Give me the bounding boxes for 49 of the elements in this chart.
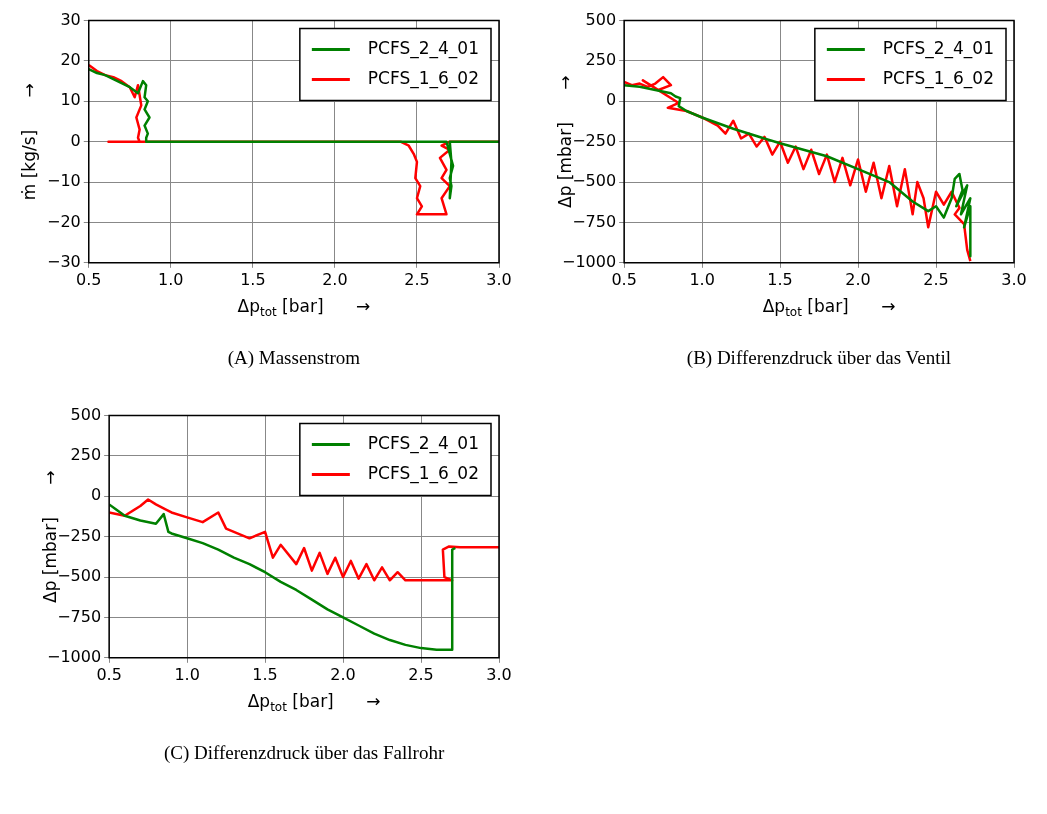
text: (C) Differenzdruck über das Fallrohr xyxy=(163,741,445,764)
x-tick-label: 1.5 xyxy=(767,269,793,289)
y-tick-label: −30 xyxy=(47,251,81,271)
x-tick-label: 2.5 xyxy=(408,664,434,684)
y-tick-label: 30 xyxy=(60,9,81,29)
y-tick-label: −250 xyxy=(572,130,617,150)
y-tick-label: 20 xyxy=(60,50,81,70)
legend-label: PCFS_2_4_01 xyxy=(367,38,479,60)
x-tick-label: 2.0 xyxy=(845,269,871,289)
text: (A) Massenstrom xyxy=(227,346,361,369)
y-tick-label: −10 xyxy=(47,171,81,191)
legend-label: PCFS_1_6_02 xyxy=(882,68,994,90)
x-tick-label: 1.5 xyxy=(240,269,266,289)
x-tick-label: 0.5 xyxy=(76,269,102,289)
x-tick-label: 1.5 xyxy=(252,664,278,684)
y-tick-label: 0 xyxy=(605,90,617,110)
y-tick-label: 500 xyxy=(70,404,102,424)
legend-label: PCFS_2_4_01 xyxy=(367,433,479,455)
y-tick-label: 0 xyxy=(90,485,102,505)
y-tick-label: −20 xyxy=(47,211,81,231)
y-axis-title: ṁ [kg/s] → xyxy=(19,83,40,201)
y-tick-label: −1000 xyxy=(47,646,102,666)
x-tick-label: 1.0 xyxy=(689,269,715,289)
x-tick-label: 3.0 xyxy=(486,664,512,684)
text: (B) Differenzdruck über das Ventil xyxy=(686,346,951,369)
legend-label: PCFS_2_4_01 xyxy=(882,38,994,60)
y-tick-label: 250 xyxy=(585,50,617,70)
y-axis-title: Δp [mbar] → xyxy=(554,75,575,208)
x-tick-label: 2.5 xyxy=(923,269,949,289)
y-tick-label: −250 xyxy=(57,525,102,545)
y-tick-label: −750 xyxy=(572,211,617,231)
y-tick-label: −750 xyxy=(57,606,102,626)
x-tick-label: 0.5 xyxy=(96,664,122,684)
y-tick-label: 10 xyxy=(60,90,81,110)
y-tick-label: −1000 xyxy=(562,251,617,271)
x-tick-label: 1.0 xyxy=(158,269,184,289)
x-tick-label: 2.5 xyxy=(404,269,430,289)
x-tick-label: 1.0 xyxy=(174,664,200,684)
y-tick-label: 500 xyxy=(585,9,617,29)
x-tick-label: 3.0 xyxy=(1001,269,1027,289)
legend-label: PCFS_1_6_02 xyxy=(367,68,479,90)
x-tick-label: 3.0 xyxy=(486,269,512,289)
y-tick-label: 0 xyxy=(70,130,81,150)
x-tick-label: 2.0 xyxy=(330,664,356,684)
y-tick-label: 250 xyxy=(70,445,102,465)
legend-label: PCFS_1_6_02 xyxy=(367,463,479,485)
y-axis-title: Δp [mbar] → xyxy=(39,470,60,603)
x-tick-label: 0.5 xyxy=(611,269,637,289)
x-tick-label: 2.0 xyxy=(322,269,348,289)
